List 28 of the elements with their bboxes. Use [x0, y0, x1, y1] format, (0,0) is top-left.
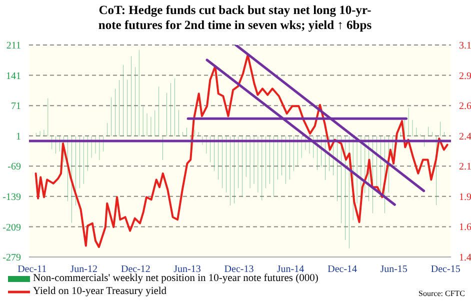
y2-tick-label: 2.1: [459, 162, 471, 173]
x-tick-label: Dec-14: [328, 264, 358, 276]
x-tick-label: Dec-15: [430, 264, 460, 276]
y2-tick-label: 2.4: [459, 131, 471, 142]
x-tick-label: Jun-12: [70, 264, 98, 276]
y2-tick-label: 3.1: [459, 40, 471, 52]
y2-tick-label: 2.6: [459, 101, 471, 112]
y2-tick-label: 2.9: [459, 70, 471, 82]
legend-label: Yield on 10-year Treasury yield: [33, 285, 167, 298]
y-tick-label: 141: [6, 70, 21, 82]
y-tick-label: 1: [16, 131, 21, 142]
y-tick-label: 71: [11, 101, 21, 112]
x-tick-label: Dec-11: [18, 264, 47, 276]
source-note: Source: CFTC: [418, 289, 465, 298]
y2-tick-label: 1.9: [459, 192, 471, 203]
y-tick-label: -69: [8, 162, 21, 173]
x-tick-label: Dec-13: [224, 264, 254, 276]
y-tick-label: -139: [2, 192, 21, 203]
x-tick-label: Jun-13: [174, 264, 201, 276]
y-tick-label: -209: [2, 222, 21, 234]
x-tick-label: Jun-15: [380, 264, 408, 276]
x-tick-label: Jun-14: [276, 264, 304, 276]
y2-tick-label: 1.6: [459, 222, 471, 234]
y2-tick-label: 1.4: [459, 252, 471, 264]
y-tick-label: -279: [2, 252, 21, 264]
legend-label: Non-commercials' weekly net position in 10-year note futures (000): [33, 272, 318, 285]
y-tick-label: 211: [6, 40, 21, 52]
chart-title: CoT: Hedge funds cut back but stay net long 10-yr-note futures for 2nd time in seven wks; yield ↑ 6bps: [97, 3, 373, 33]
